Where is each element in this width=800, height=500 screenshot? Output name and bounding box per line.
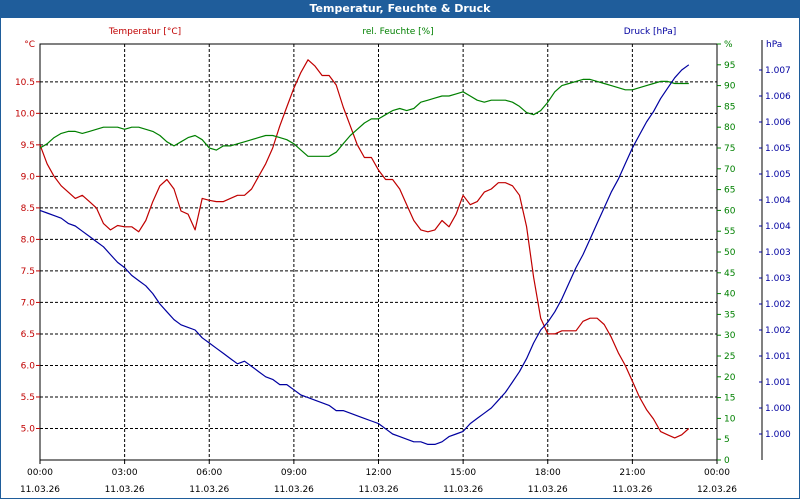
chart-title: Temperatur, Feuchte & Druck — [309, 2, 491, 15]
press-tick-label: 1.004 — [765, 196, 791, 206]
press-tick-label: 1.003 — [765, 248, 791, 258]
x-tick-label-time: 03:00 — [112, 468, 138, 478]
hum-tick-label: 85 — [724, 102, 735, 112]
temp-unit-label: °C — [24, 40, 35, 50]
series-header: rel. Feuchte [%] — [362, 27, 433, 37]
press-tick-label: 1.003 — [765, 274, 791, 284]
hum-tick-label: 75 — [724, 144, 735, 154]
temp-tick-label: 8.0 — [21, 235, 36, 245]
press-tick-label: 1.001 — [765, 352, 791, 362]
hum-tick-label: 80 — [724, 123, 736, 133]
press-tick-label: 1.005 — [765, 144, 791, 154]
x-tick-label-time: 00:00 — [27, 468, 53, 478]
press-tick-label: 1.006 — [765, 118, 791, 128]
temp-tick-label: 6.0 — [21, 361, 36, 371]
hum-tick-label: 25 — [724, 352, 735, 362]
hum-tick-label: 35 — [724, 310, 735, 320]
series-header: Druck [hPa] — [624, 27, 677, 37]
press-tick-label: 1.002 — [765, 300, 791, 310]
hum-tick-label: 90 — [724, 82, 736, 92]
x-tick-label-date: 11.03.26 — [528, 485, 568, 495]
x-tick-label-date: 11.03.26 — [189, 485, 229, 495]
hum-tick-label: 45 — [724, 269, 735, 279]
x-tick-label-time: 00:00 — [704, 468, 730, 478]
temp-tick-label: 9.0 — [21, 172, 36, 182]
hum-tick-label: 65 — [724, 186, 735, 196]
x-tick-label-time: 21:00 — [619, 468, 645, 478]
temp-tick-label: 7.0 — [21, 298, 36, 308]
press-tick-label: 1.004 — [765, 222, 791, 232]
temp-tick-label: 7.5 — [21, 267, 35, 277]
press-unit-label: hPa — [766, 40, 782, 50]
x-tick-label-time: 09:00 — [281, 468, 307, 478]
press-tick-label: 1.005 — [765, 170, 791, 180]
x-tick-label-time: 06:00 — [196, 468, 222, 478]
temp-tick-label: 9.5 — [21, 141, 35, 151]
chart-title-bar: Temperatur, Feuchte & Druck — [0, 0, 800, 18]
x-tick-label-date: 11.03.26 — [20, 485, 60, 495]
hum-tick-label: 70 — [724, 165, 736, 175]
press-tick-label: 1.002 — [765, 326, 791, 336]
hum-tick-label: 55 — [724, 227, 735, 237]
temp-tick-label: 6.5 — [21, 330, 35, 340]
series-header: Temperatur [°C] — [108, 27, 181, 37]
hum-tick-label: % — [724, 40, 733, 50]
x-tick-label-date: 11.03.26 — [105, 485, 145, 495]
temp-tick-label: 10.5 — [15, 78, 35, 88]
press-tick-label: 1.007 — [765, 66, 791, 76]
x-tick-label-time: 18:00 — [535, 468, 561, 478]
hum-tick-label: 5 — [724, 435, 730, 445]
temp-tick-label: 8.5 — [21, 204, 35, 214]
hum-tick-label: 95 — [724, 61, 735, 71]
hum-tick-label: 15 — [724, 394, 735, 404]
x-tick-label-date: 11.03.26 — [443, 485, 483, 495]
x-tick-label-date: 11.03.26 — [358, 485, 398, 495]
x-tick-label-date: 11.03.26 — [274, 485, 314, 495]
series-line-press — [39, 64, 690, 445]
hum-tick-label: 60 — [724, 206, 736, 216]
press-tick-label: 1.000 — [765, 404, 791, 414]
hum-tick-label: 40 — [724, 290, 736, 300]
hum-tick-label: 0 — [724, 456, 730, 466]
hum-tick-label: 30 — [724, 331, 736, 341]
x-tick-label-time: 15:00 — [450, 468, 476, 478]
series-line-hum — [39, 78, 689, 157]
x-tick-label-date: 12.03.26 — [697, 485, 737, 495]
series-line-temp — [39, 59, 690, 439]
hum-tick-label: 50 — [724, 248, 736, 258]
x-tick-label-time: 12:00 — [366, 468, 392, 478]
press-tick-label: 1.001 — [765, 378, 791, 388]
hum-tick-label: 10 — [724, 414, 736, 424]
hum-tick-label: 20 — [724, 373, 736, 383]
temp-tick-label: 5.0 — [21, 424, 36, 434]
temp-tick-label: 10.0 — [15, 109, 35, 119]
press-tick-label: 1.000 — [765, 430, 791, 440]
temp-tick-label: 5.5 — [21, 393, 35, 403]
x-tick-label-date: 11.03.26 — [612, 485, 652, 495]
press-tick-label: 1.006 — [765, 92, 791, 102]
